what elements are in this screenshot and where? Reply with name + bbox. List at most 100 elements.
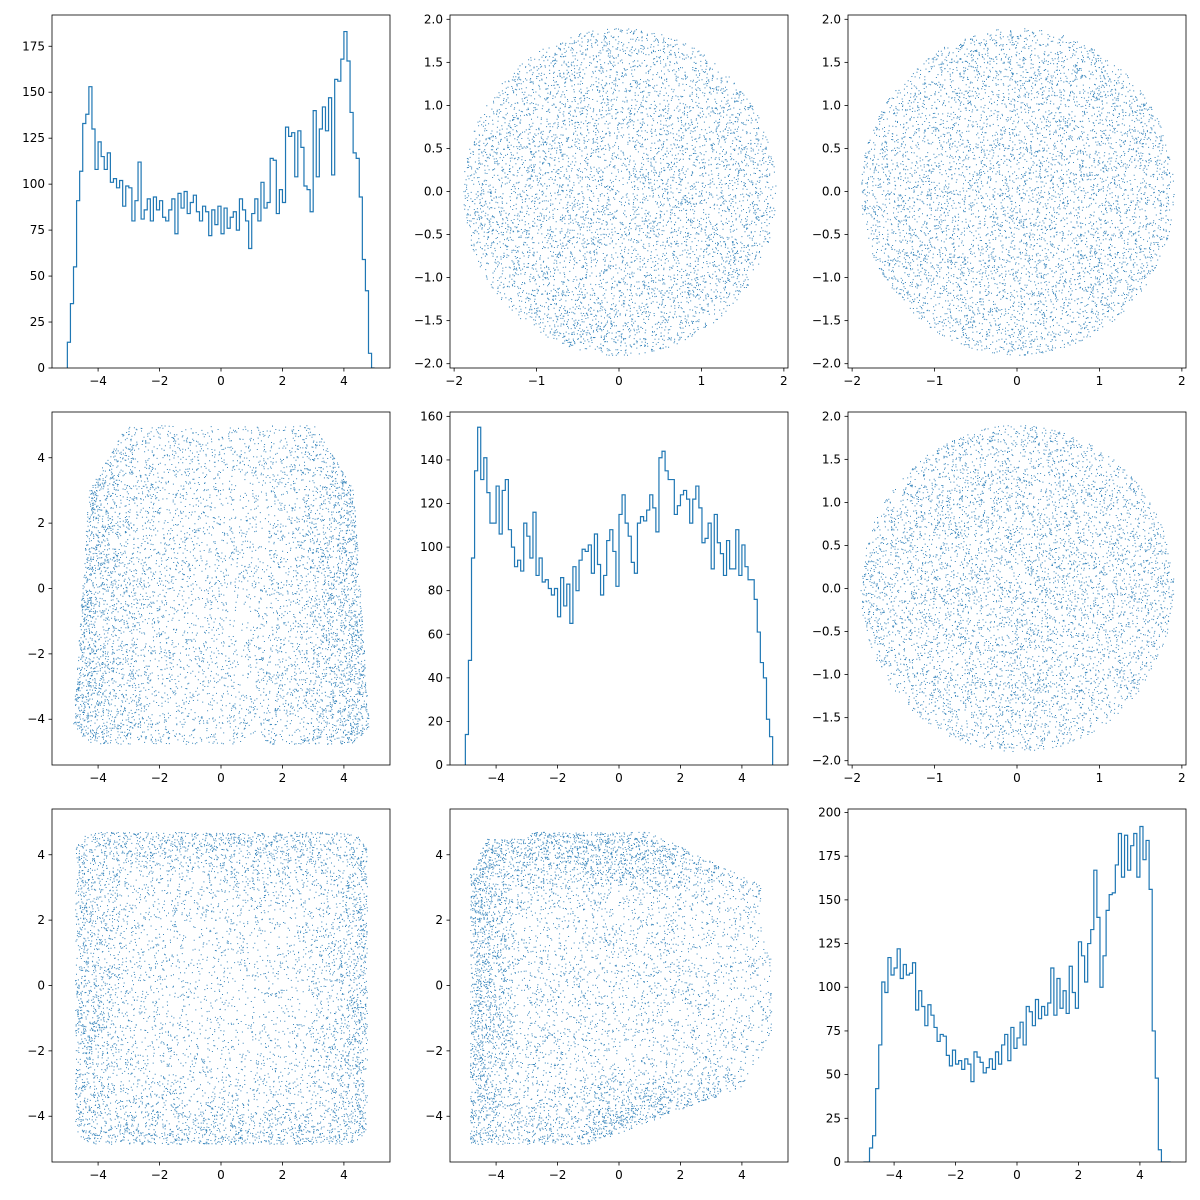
x-tick-label: −2 [549, 771, 567, 785]
y-tick-label: 20 [428, 714, 443, 728]
x-tick-label: 2 [1075, 1168, 1083, 1182]
x-tick-label: 2 [1178, 771, 1186, 785]
x-tick-label: −4 [885, 1168, 903, 1182]
y-tick-label: 120 [420, 497, 443, 511]
y-tick-label: 125 [818, 937, 841, 951]
y-tick-label: 0 [435, 758, 443, 772]
x-tick-label: 4 [738, 771, 746, 785]
y-tick-label: 80 [428, 584, 443, 598]
y-tick-label: −4 [27, 712, 45, 726]
y-tick-label: 0.0 [822, 185, 841, 199]
x-tick-label: 0 [1013, 771, 1021, 785]
x-tick-label: −2 [445, 374, 463, 388]
y-tick-label: 75 [30, 223, 45, 237]
y-tick-label: 0 [37, 582, 45, 596]
y-tick-label: 2 [37, 913, 45, 927]
x-tick-label: −1 [926, 374, 944, 388]
subplot-r2-c1: −4 −2 0 2 4 −4 −2 0 2 4 [425, 808, 789, 1182]
y-tick-label: 1.0 [822, 495, 841, 509]
axes-frame [449, 411, 789, 766]
y-tick-label: −1.0 [812, 271, 841, 285]
y-tick-label: 1.5 [424, 55, 443, 69]
x-tick-label: −2 [947, 1168, 965, 1182]
scatter-points [861, 28, 1175, 356]
x-tick-label: 0 [217, 374, 225, 388]
x-tick-label: 1 [1096, 771, 1104, 785]
x-tick-label: 0 [1013, 1168, 1021, 1182]
y-tick-label: 1.5 [822, 452, 841, 466]
y-tick-label: −1.5 [812, 314, 841, 328]
subplot-r1-c2: −2 −1 0 1 2 −2.0 −1.5 −1.0 −0.5 0.0 0.5 1.0 1.5 2.0 [812, 409, 1187, 785]
plot-area [66, 30, 375, 368]
y-tick-label: 75 [826, 1024, 841, 1038]
x-tick-label: 1 [1096, 374, 1104, 388]
axes-frame [51, 14, 391, 369]
x-tick-label: −2 [151, 771, 169, 785]
x-tick-label: −4 [487, 1168, 505, 1182]
y-tick-label: 100 [420, 540, 443, 554]
x-tick-label: −1 [528, 374, 546, 388]
plot-area [73, 425, 370, 745]
y-tick-label: −2.0 [812, 754, 841, 768]
axes-frame [847, 411, 1187, 766]
scatter-points [75, 831, 368, 1145]
x-tick-label: −4 [487, 771, 505, 785]
y-tick-label: −4 [27, 1109, 45, 1123]
y-tick-label: −2 [425, 1044, 443, 1058]
y-tick-label: 140 [420, 453, 443, 467]
y-tick-label: 100 [818, 980, 841, 994]
y-tick-label: 25 [826, 1111, 841, 1125]
x-tick-label: 4 [340, 374, 348, 388]
subplot-r0-c0: −4 −2 0 2 4 0 25 50 75 100 125 150 175 [22, 14, 391, 388]
y-tick-label: −1.0 [414, 271, 443, 285]
y-tick-label: 0 [435, 979, 443, 993]
y-tick-label: −4 [425, 1109, 443, 1123]
x-tick-label: 0 [217, 1168, 225, 1182]
y-tick-label: 125 [22, 131, 45, 145]
y-tick-label: 50 [826, 1068, 841, 1082]
y-tick-label: 100 [22, 177, 45, 191]
x-tick-label: 0 [615, 771, 623, 785]
x-tick-label: 0 [217, 771, 225, 785]
y-tick-label: −0.5 [812, 625, 841, 639]
subplot-r0-c1: −2 −1 0 1 2 −2.0 −1.5 −1.0 −0.5 0.0 0.5 1.0 1.5 2.0 [414, 12, 789, 388]
x-tick-label: −2 [151, 374, 169, 388]
plot-area [860, 425, 1175, 752]
y-tick-label: 4 [37, 848, 45, 862]
x-tick-label: 1 [698, 374, 706, 388]
y-tick-label: 0 [37, 361, 45, 375]
y-tick-label: 175 [22, 39, 45, 53]
y-tick-label: 150 [818, 893, 841, 907]
x-tick-label: −4 [89, 374, 107, 388]
x-tick-label: 0 [615, 1168, 623, 1182]
y-tick-label: 160 [420, 409, 443, 423]
scatter-points [470, 831, 773, 1145]
y-tick-label: 2.0 [822, 409, 841, 423]
y-tick-label: 175 [818, 849, 841, 863]
histogram-step-line [863, 825, 1171, 1162]
x-tick-label: −1 [926, 771, 944, 785]
x-tick-label: −2 [843, 374, 861, 388]
y-tick-label: 1.0 [424, 98, 443, 112]
x-tick-label: −2 [151, 1168, 169, 1182]
x-tick-label: −4 [89, 1168, 107, 1182]
histogram-step-line [66, 30, 375, 368]
axes-frame [449, 808, 789, 1163]
y-tick-label: 0.5 [822, 538, 841, 552]
y-tick-label: 25 [30, 315, 45, 329]
x-tick-label: 2 [1178, 374, 1186, 388]
x-tick-label: 2 [279, 1168, 287, 1182]
y-tick-label: −1.0 [812, 668, 841, 682]
y-tick-label: 1.0 [822, 98, 841, 112]
y-tick-label: −2 [27, 1044, 45, 1058]
y-tick-label: 0 [37, 979, 45, 993]
subplot-r0-c2: −2 −1 0 1 2 −2.0 −1.5 −1.0 −0.5 0.0 0.5 1.0 1.5 2.0 [812, 12, 1187, 388]
x-tick-label: 4 [738, 1168, 746, 1182]
y-tick-label: 2 [37, 516, 45, 530]
plot-area [863, 825, 1171, 1162]
x-tick-label: 0 [1013, 374, 1021, 388]
y-tick-label: 2 [435, 913, 443, 927]
y-tick-label: 4 [37, 451, 45, 465]
subplot-r2-c0: −4 −2 0 2 4 −4 −2 0 2 4 [27, 808, 391, 1182]
